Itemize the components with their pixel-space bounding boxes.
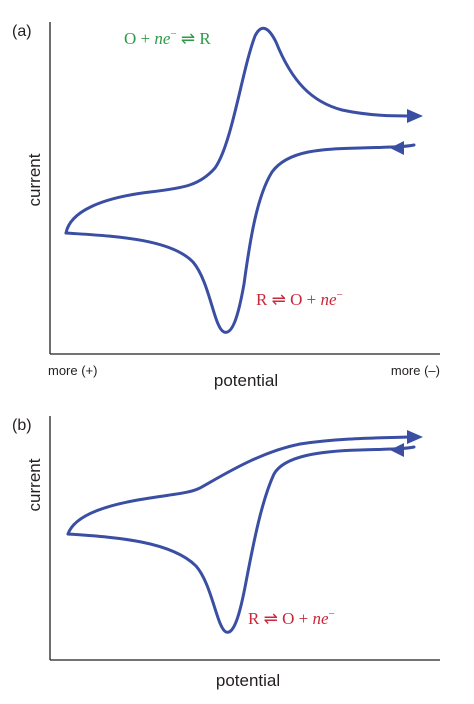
panel-b: (b) current potential R ⇌ O + ne− <box>12 416 440 690</box>
panel-a-forward-scan-line <box>64 26 410 235</box>
panel-b-label: (b) <box>12 417 32 434</box>
panel-a-reverse-arrow <box>390 141 404 155</box>
panel-b-reverse-arrow <box>390 443 404 457</box>
panel-a-oxidation-equation: O + ne− ⇌ R <box>124 28 211 48</box>
panel-b-x-label: potential <box>216 671 280 690</box>
panel-b-forward-arrow <box>407 430 423 444</box>
panel-a-forward-arrow <box>407 109 423 123</box>
panel-a-y-label: current <box>25 153 44 206</box>
panel-a: (a) current more (+) more (–) potential … <box>12 22 440 390</box>
panel-a-x-tick-left: more (+) <box>48 363 97 378</box>
panel-b-reduction-equation: R ⇌ O + ne− <box>248 608 335 628</box>
panel-a-x-tick-right: more (–) <box>391 363 440 378</box>
panel-b-reverse-scan-line <box>66 445 416 634</box>
panel-b-forward-scan-line <box>66 435 410 536</box>
panel-a-reverse-scan-line <box>64 143 416 334</box>
panel-a-label: (a) <box>12 23 32 40</box>
panel-a-x-label: potential <box>214 371 278 390</box>
panel-a-reduction-equation: R ⇌ O + ne− <box>256 289 343 309</box>
panel-b-y-label: current <box>25 458 44 511</box>
